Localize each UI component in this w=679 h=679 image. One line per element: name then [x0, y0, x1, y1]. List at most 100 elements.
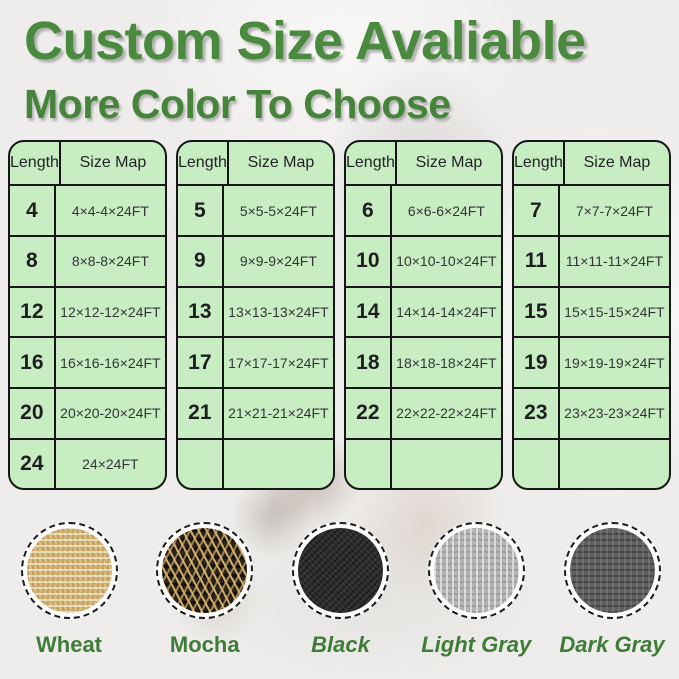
size-cell: 23×23-23×24FT: [564, 405, 665, 422]
table-row: 20 20×20-20×24FT: [10, 387, 165, 438]
table-row: 15 15×15-15×24FT: [514, 285, 669, 337]
table-header-row: Length Size Map: [178, 142, 333, 185]
length-cell: 5: [178, 186, 224, 236]
table-row: 17 17×17-17×24FT: [178, 336, 333, 388]
table-row: [178, 437, 333, 489]
column-header-size-map: Size Map: [583, 154, 651, 172]
table-row: 13 13×13-13×24FT: [178, 285, 333, 337]
table-row: 18 18×18-18×24FT: [346, 336, 501, 388]
size-cell: 5×5-5×24FT: [239, 202, 317, 219]
column-header-length: Length: [346, 142, 397, 185]
table-header-row: Length Size Map: [10, 142, 165, 185]
dashed-ring: [20, 522, 118, 620]
length-cell: 17: [178, 338, 224, 388]
color-swatches: Wheat Mocha Black Light Gray Dark Gray: [0, 522, 679, 658]
table-row: 9 9×9-9×24FT: [178, 235, 333, 286]
size-cell: 8×8-8×24FT: [71, 253, 149, 270]
size-cell: [224, 440, 333, 489]
dashed-ring: [427, 522, 525, 620]
size-cell: 15×15-15×24FT: [564, 304, 665, 321]
swatch-light-gray: Light Gray: [415, 522, 537, 658]
swatch-dark-gray: Dark Gray: [551, 522, 673, 658]
header: Custom Size Avaliable More Color To Choo…: [0, 0, 679, 126]
dashed-ring: [156, 522, 254, 620]
size-cell: 13×13-13×24FT: [228, 304, 329, 321]
length-cell: 13: [178, 287, 224, 337]
table-row: 5 5×5-5×24FT: [178, 184, 333, 236]
length-cell: [178, 439, 224, 489]
swatch-mocha: Mocha: [144, 522, 266, 658]
page-title: Custom Size Avaliable: [24, 11, 586, 71]
size-cell: 19×19-19×24FT: [564, 354, 665, 371]
length-cell: 18: [346, 338, 392, 388]
length-cell: 9: [178, 237, 224, 286]
table-row: 8 8×8-8×24FT: [10, 235, 165, 286]
column-header-length: Length: [178, 142, 229, 185]
length-cell: 11: [514, 237, 560, 286]
dashed-ring: [292, 522, 389, 620]
table-row: 10 10×10-10×24FT: [346, 235, 501, 286]
swatch-label: Black: [311, 632, 370, 658]
column-header-size-map: Size Map: [79, 154, 147, 172]
dark-gray-fabric-image: [569, 528, 655, 614]
table-row: 12 12×12-12×24FT: [10, 285, 165, 337]
size-table-3: Length Size Map 6 6×6-6×24FT 10 10×10-10…: [344, 140, 503, 491]
table-header-row: Length Size Map: [514, 142, 669, 185]
light-gray-fabric-image: [433, 528, 519, 614]
size-cell: 9×9-9×24FT: [239, 253, 317, 270]
table-header-row: Length Size Map: [346, 142, 501, 185]
size-table-1: Length Size Map 4 4×4-4×24FT 8 8×8-8×24F…: [8, 140, 167, 491]
size-cell: 7×7-7×24FT: [575, 202, 653, 219]
black-fabric-image: [298, 528, 383, 614]
size-cell: 22×22-22×24FT: [396, 405, 497, 422]
table-row: 11 11×11-11×24FT: [514, 235, 669, 286]
table-row: [346, 437, 501, 489]
size-cell: [560, 440, 669, 489]
table-row: 6 6×6-6×24FT: [346, 184, 501, 236]
table-row: 19 19×19-19×24FT: [514, 336, 669, 388]
size-cell: [392, 440, 501, 489]
size-cell: 14×14-14×24FT: [396, 304, 497, 321]
wheat-fabric-image: [26, 528, 112, 614]
table-row: [514, 437, 669, 489]
size-cell: 24×24FT: [82, 456, 139, 473]
swatch-wheat: Wheat: [8, 522, 130, 658]
table-row: 23 23×23-23×24FT: [514, 387, 669, 438]
length-cell: 12: [10, 287, 56, 337]
size-table-4: Length Size Map 7 7×7-7×24FT 11 11×11-11…: [512, 140, 671, 491]
length-cell: 24: [10, 439, 56, 489]
size-cell: 18×18-18×24FT: [396, 354, 497, 371]
size-cell: 12×12-12×24FT: [60, 304, 161, 321]
size-cell: 10×10-10×24FT: [396, 253, 497, 270]
column-header-length: Length: [514, 142, 565, 185]
column-header-size-map: Size Map: [415, 154, 483, 172]
swatch-label: Wheat: [36, 632, 102, 658]
length-cell: [514, 439, 560, 489]
column-header-length: Length: [10, 142, 61, 185]
size-table-2: Length Size Map 5 5×5-5×24FT 9 9×9-9×24F…: [176, 140, 335, 491]
length-cell: 22: [346, 389, 392, 438]
size-cell: 6×6-6×24FT: [407, 202, 485, 219]
length-cell: [346, 439, 392, 489]
size-cell: 4×4-4×24FT: [71, 202, 149, 219]
table-row: 14 14×14-14×24FT: [346, 285, 501, 337]
length-cell: 8: [10, 237, 56, 286]
column-header-size-map: Size Map: [247, 154, 315, 172]
size-cell: 20×20-20×24FT: [60, 405, 161, 422]
table-row: 16 16×16-16×24FT: [10, 336, 165, 388]
mocha-fabric-image: [162, 528, 248, 614]
swatch-label: Dark Gray: [559, 632, 665, 658]
page-subtitle: More Color To Choose: [24, 81, 451, 128]
swatch-label: Light Gray: [421, 632, 532, 658]
table-row: 21 21×21-21×24FT: [178, 387, 333, 438]
length-cell: 6: [346, 186, 392, 236]
length-cell: 7: [514, 186, 560, 236]
length-cell: 16: [10, 338, 56, 388]
size-tables: Length Size Map 4 4×4-4×24FT 8 8×8-8×24F…: [0, 140, 679, 491]
dashed-ring: [563, 522, 661, 620]
table-row: 24 24×24FT: [10, 437, 165, 489]
swatch-label: Mocha: [169, 632, 240, 658]
length-cell: 15: [514, 287, 560, 337]
length-cell: 23: [514, 389, 560, 438]
length-cell: 20: [10, 389, 56, 438]
